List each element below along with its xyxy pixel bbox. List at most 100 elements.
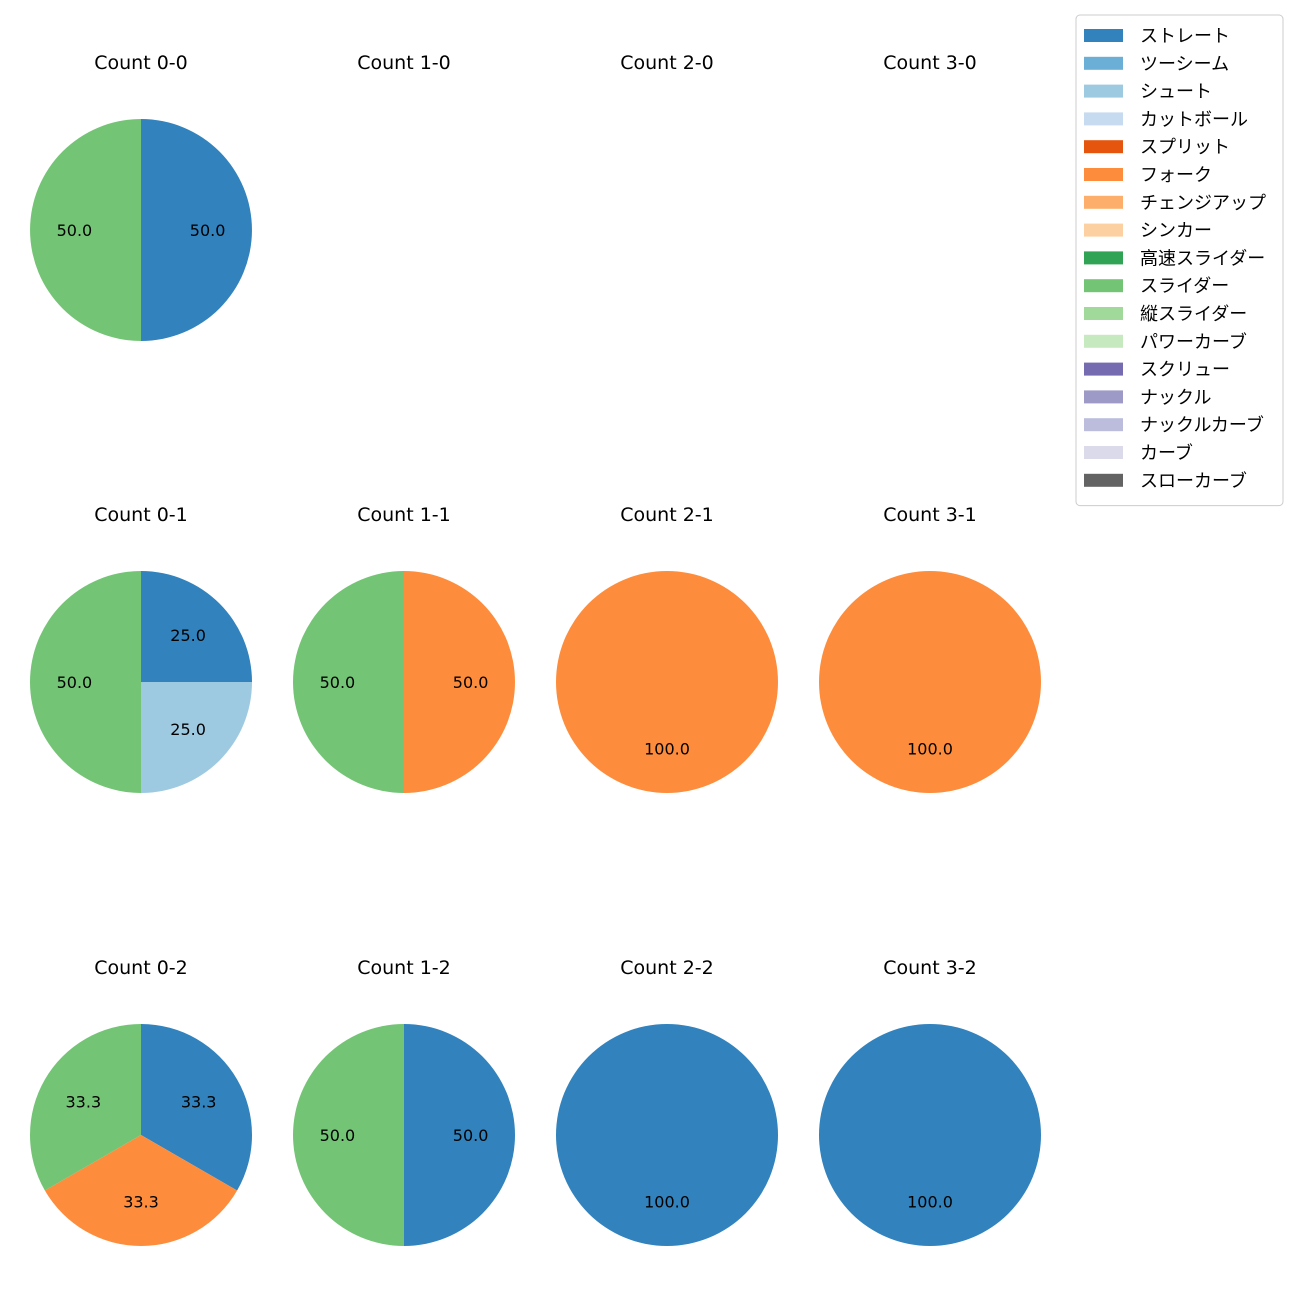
legend-label: 縦スライダー: [1140, 304, 1247, 325]
legend-item: フォーク: [1084, 165, 1212, 186]
legend-swatch: [1084, 140, 1123, 154]
pie-slice-0: [556, 1024, 778, 1246]
legend-swatch: [1084, 29, 1123, 42]
pie-panel-count-3-0: Count 3-0: [883, 52, 977, 74]
legend-label: チェンジアップ: [1140, 193, 1266, 214]
pie-slice-1: [293, 571, 404, 793]
legend-label: カーブ: [1140, 442, 1193, 464]
slice-label: 100.0: [907, 740, 953, 759]
slice-label: 50.0: [57, 673, 93, 692]
legend-item: 高速スライダー: [1084, 248, 1265, 269]
legend-item: カーブ: [1084, 442, 1193, 464]
legend-item: シュート: [1084, 82, 1212, 103]
legend-item: パワーカーブ: [1084, 331, 1247, 353]
panel-title: Count 3-2: [883, 957, 977, 979]
slice-label: 50.0: [453, 1126, 489, 1145]
pie-slice-1: [30, 119, 141, 341]
legend-item: スクリュー: [1084, 360, 1230, 381]
panel-title: Count 0-1: [94, 504, 188, 526]
pie-slice-1: [44, 1135, 238, 1247]
legend-swatch: [1084, 334, 1123, 348]
legend-label: ストレート: [1140, 26, 1230, 47]
panel-title: Count 2-2: [620, 957, 714, 979]
legend-label: ナックル: [1140, 387, 1211, 408]
legend-label: フォーク: [1140, 165, 1212, 186]
pie-slice-0: [404, 1024, 515, 1246]
legend: ストレートツーシームシュートカットボールスプリットフォークチェンジアップシンカー…: [1075, 14, 1284, 507]
pie-slice-0: [819, 1024, 1041, 1246]
legend-swatch: [1084, 279, 1123, 293]
panel-title: Count 2-0: [620, 52, 714, 74]
legend-label: ツーシーム: [1140, 54, 1229, 75]
legend-item: ナックル: [1084, 387, 1211, 408]
legend-label: ナックルカーブ: [1140, 414, 1264, 436]
legend-swatch: [1084, 473, 1123, 487]
legend-swatch: [1084, 168, 1123, 181]
pie-slice-2: [29, 1024, 141, 1191]
pie-slice-1: [293, 1024, 404, 1246]
legend-item: スライダー: [1084, 276, 1229, 297]
legend-label: スプリット: [1140, 137, 1230, 158]
pie-panel-count-0-1: Count 0-1 25.0 25.0 50.0: [30, 504, 252, 793]
legend-label: シンカー: [1140, 221, 1212, 242]
pie-slice-0: [404, 571, 515, 793]
legend-label: スローカーブ: [1140, 470, 1247, 492]
legend-item: カットボール: [1084, 109, 1248, 130]
pie-slice-0: [141, 1024, 253, 1191]
slice-label: 33.3: [123, 1193, 159, 1212]
slice-label: 33.3: [66, 1093, 102, 1112]
panel-title: Count 1-1: [357, 504, 451, 526]
pie-slice-0: [556, 571, 778, 793]
legend-swatch: [1084, 223, 1123, 237]
panel-title: Count 1-0: [357, 52, 451, 74]
pie-panel-count-0-0: Count 0-0 50.0 50.0: [30, 52, 252, 341]
slice-label: 25.0: [170, 720, 206, 739]
slice-label: 50.0: [320, 1126, 356, 1145]
pie-slice-0: [819, 571, 1041, 793]
legend-swatch: [1084, 195, 1123, 209]
panel-title: Count 2-1: [620, 504, 714, 526]
legend-label: スライダー: [1140, 276, 1229, 297]
legend-swatch: [1084, 418, 1123, 432]
pie-slice-2: [30, 571, 141, 793]
pie-panel-count-1-1: Count 1-1 50.0 50.0: [293, 504, 515, 793]
legend-swatch: [1084, 56, 1123, 70]
legend-swatch: [1084, 362, 1123, 376]
legend-swatch: [1084, 307, 1123, 320]
pie-panel-count-3-2: Count 3-2 100.0: [819, 957, 1041, 1246]
panel-title: Count 1-2: [357, 957, 451, 979]
legend-label: カットボール: [1140, 109, 1248, 130]
slice-label: 100.0: [644, 1193, 690, 1212]
legend-label: パワーカーブ: [1140, 331, 1247, 353]
slice-label: 50.0: [57, 221, 93, 240]
pie-panel-count-2-1: Count 2-1 100.0: [556, 504, 778, 793]
pie-panel-count-3-1: Count 3-1 100.0: [819, 504, 1041, 793]
legend-item: スプリット: [1084, 137, 1230, 158]
slice-label: 100.0: [644, 740, 690, 759]
panel-title: Count 0-2: [94, 957, 188, 979]
legend-label: 高速スライダー: [1140, 248, 1265, 269]
slice-label: 50.0: [453, 673, 489, 692]
panel-title: Count 3-0: [883, 52, 977, 74]
slice-label: 25.0: [170, 626, 206, 645]
slice-label: 100.0: [907, 1193, 953, 1212]
legend-item: スローカーブ: [1084, 470, 1247, 492]
legend-swatch: [1084, 390, 1123, 404]
legend-label: スクリュー: [1140, 360, 1230, 381]
legend-item: ツーシーム: [1084, 54, 1229, 75]
pie-panel-count-1-0: Count 1-0: [357, 52, 451, 74]
legend-swatch: [1084, 446, 1123, 459]
legend-swatch: [1084, 251, 1123, 265]
legend-label: シュート: [1140, 82, 1212, 103]
pie-panel-count-2-0: Count 2-0: [620, 52, 714, 74]
legend-item: ストレート: [1084, 26, 1230, 47]
slice-label: 50.0: [320, 673, 356, 692]
panel-title: Count 0-0: [94, 52, 188, 74]
slice-label: 33.3: [181, 1093, 217, 1112]
legend-item: 縦スライダー: [1084, 304, 1247, 325]
legend-swatch: [1084, 112, 1123, 126]
pie-panel-count-2-2: Count 2-2 100.0: [556, 957, 778, 1246]
legend-item: ナックルカーブ: [1084, 414, 1264, 436]
legend-frame: [1075, 14, 1284, 507]
